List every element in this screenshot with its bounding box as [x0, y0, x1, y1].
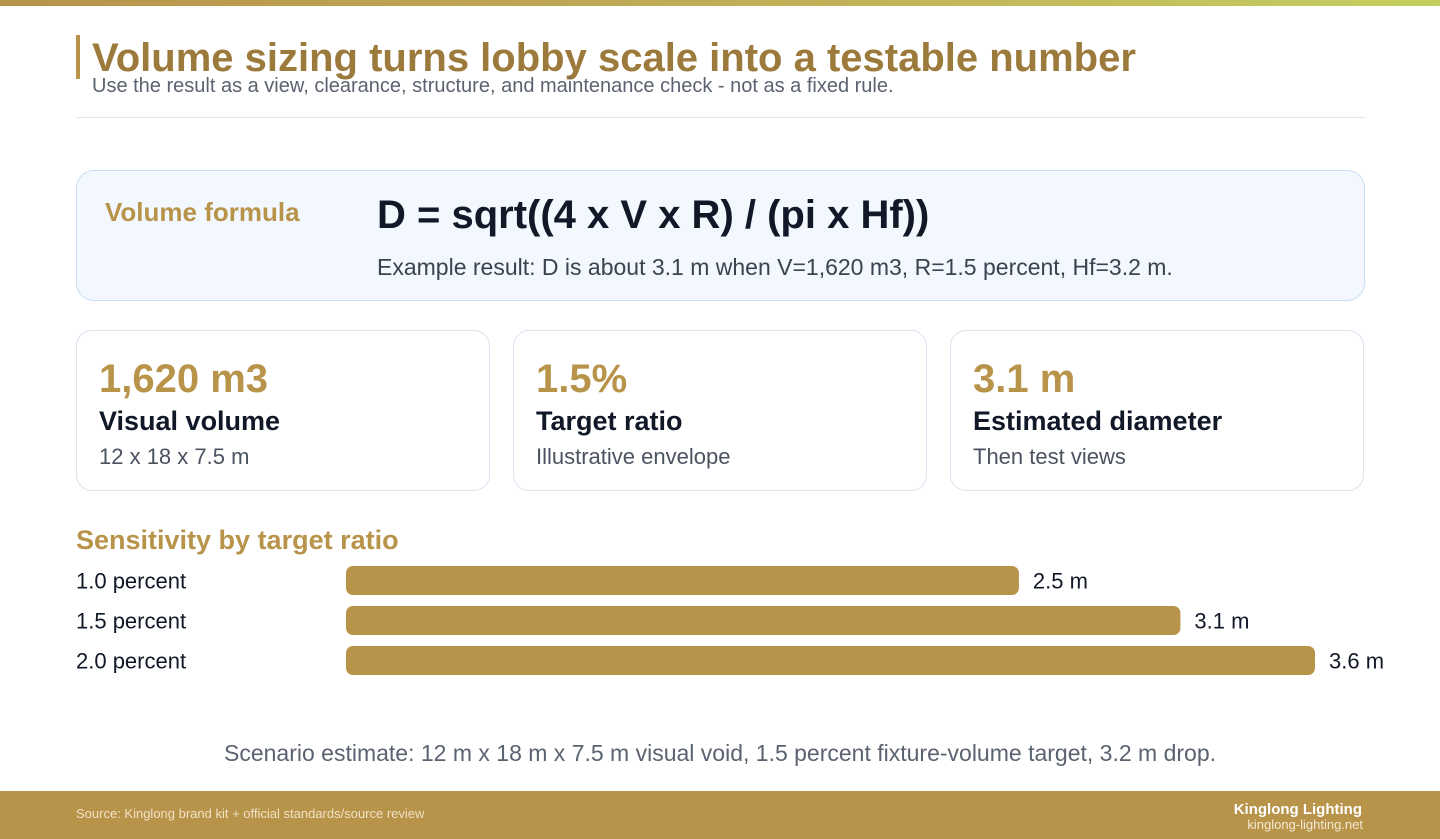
footer-url: kinglong-lighting.net	[1247, 817, 1363, 832]
sensitivity-bar	[346, 566, 1019, 595]
stat-detail: Illustrative envelope	[536, 444, 731, 469]
formula-example: Example result: D is about 3.1 m when V=…	[377, 254, 1173, 280]
bar-category-label: 2.0 percent	[76, 649, 186, 674]
stat-label: Target ratio	[536, 406, 683, 436]
footer: Source: Kinglong brand kit + official st…	[0, 791, 1440, 839]
formula-card: Volume formula D = sqrt((4 x V x R) / (p…	[76, 170, 1365, 301]
stat-label: Visual volume	[99, 406, 281, 436]
sensitivity-bar	[346, 606, 1181, 635]
top-accent-bar	[0, 0, 1440, 6]
bar-value-label: 3.1 m	[1194, 609, 1249, 634]
sensitivity-bar-chart: 1.0 percent 2.5 m 1.5 percent 3.1 m 2.0 perc…	[76, 566, 1384, 675]
title-accent-rule	[76, 35, 80, 79]
bar-value-label: 2.5 m	[1033, 569, 1088, 594]
sensitivity-title: Sensitivity by target ratio	[76, 525, 399, 555]
formula-equation: D = sqrt((4 x V x R) / (pi x Hf))	[377, 193, 930, 237]
sensitivity-bar	[346, 646, 1315, 675]
stat-value: 3.1 m	[973, 357, 1076, 401]
stat-card-target-ratio: 1.5% Target ratio Illustrative envelope	[513, 330, 927, 491]
stat-detail: 12 x 18 x 7.5 m	[99, 444, 250, 469]
formula-label: Volume formula	[105, 197, 300, 227]
scenario-note: Scenario estimate: 12 m x 18 m x 7.5 m v…	[224, 740, 1216, 766]
footer-source: Source: Kinglong brand kit + official st…	[76, 806, 425, 821]
stat-card-estimated-diameter: 3.1 m Estimated diameter Then test views	[950, 330, 1364, 491]
bar-value-label: 3.6 m	[1329, 649, 1384, 674]
page-title: Volume sizing turns lobby scale into a t…	[92, 36, 1136, 80]
stat-card-visual-volume: 1,620 m3 Visual volume 12 x 18 x 7.5 m	[76, 330, 490, 491]
stat-value: 1,620 m3	[99, 357, 269, 401]
bar-category-label: 1.0 percent	[76, 569, 186, 594]
footer-brand: Kinglong Lighting	[1233, 801, 1362, 818]
header-divider	[76, 117, 1365, 118]
bar-category-label: 1.5 percent	[76, 609, 186, 634]
stat-detail: Then test views	[973, 444, 1126, 469]
page-subtitle: Use the result as a view, clearance, str…	[92, 75, 894, 97]
stat-value: 1.5%	[536, 357, 628, 401]
stat-label: Estimated diameter	[973, 406, 1223, 436]
